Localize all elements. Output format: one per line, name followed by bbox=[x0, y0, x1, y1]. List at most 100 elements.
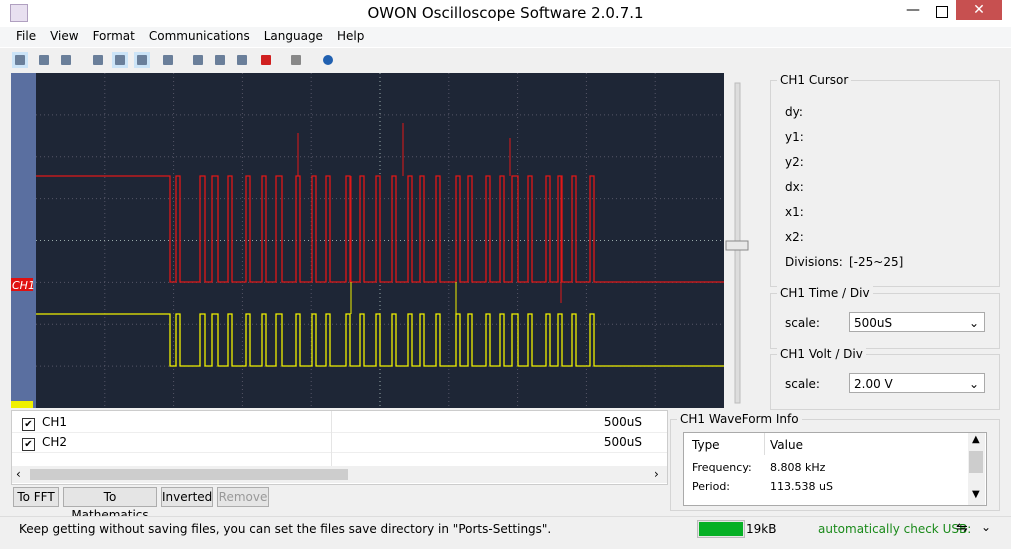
icon bbox=[15, 55, 25, 65]
horizontal-scrollbar[interactable]: ‹ › bbox=[12, 466, 667, 483]
usb-status: automatically check USB: bbox=[818, 522, 972, 536]
title-bar: OWON Oscilloscope Software 2.0.7.1 — ✕ bbox=[0, 0, 1011, 26]
menu-item[interactable]: Communications bbox=[148, 29, 250, 43]
ch2-marker bbox=[11, 401, 33, 408]
maximize-button[interactable] bbox=[936, 6, 948, 18]
toolbar-button[interactable] bbox=[258, 52, 274, 68]
usb-dropdown[interactable]: ⌄ bbox=[981, 520, 992, 534]
group-title: CH1 Cursor bbox=[777, 73, 852, 87]
minimize-button[interactable]: — bbox=[906, 2, 920, 18]
menu-item[interactable]: Format bbox=[92, 29, 135, 43]
toolbar-button[interactable] bbox=[212, 52, 228, 68]
combo-value: 2.00 V bbox=[854, 377, 893, 391]
row-separator bbox=[12, 432, 667, 433]
channel-strip bbox=[11, 73, 36, 408]
column-separator bbox=[331, 411, 332, 466]
buffer-size: 19kB bbox=[746, 522, 777, 536]
info-table: Type Value Frequency: 8.808 kHz Period: 113.5… bbox=[683, 432, 987, 506]
toolbar-button[interactable] bbox=[320, 52, 336, 68]
icon bbox=[39, 55, 49, 65]
action-button[interactable]: Inverted bbox=[161, 487, 213, 507]
info-type: Frequency: bbox=[692, 461, 752, 474]
time-div-group: CH1 Time / Div scale: 500uS ⌄ bbox=[770, 286, 1000, 349]
icon bbox=[61, 55, 71, 65]
waveform bbox=[36, 175, 724, 283]
cursor-label: Divisions: bbox=[785, 255, 843, 269]
cursor-label: dx: bbox=[785, 180, 804, 194]
close-button[interactable]: ✕ bbox=[956, 0, 1002, 20]
channel-timebase: 500uS bbox=[603, 415, 642, 429]
combo-value: 500uS bbox=[854, 316, 893, 330]
channel-list: ✔ CH1 500uS ✔ CH2 500uS ‹ › bbox=[11, 410, 668, 485]
scroll-thumb[interactable] bbox=[969, 451, 983, 473]
label: scale: bbox=[785, 316, 820, 330]
cursor-label: x1: bbox=[785, 205, 804, 219]
toolbar bbox=[0, 48, 1011, 72]
info-value: 8.808 kHz bbox=[770, 461, 826, 474]
group-title: CH1 Time / Div bbox=[777, 286, 873, 300]
icon bbox=[291, 55, 301, 65]
cursor-label: y1: bbox=[785, 130, 804, 144]
volt-div-combo[interactable]: 2.00 V ⌄ bbox=[849, 373, 985, 393]
icon bbox=[115, 55, 125, 65]
group-title: CH1 Volt / Div bbox=[777, 347, 866, 361]
toolbar-button[interactable] bbox=[112, 52, 128, 68]
ch1-marker bbox=[11, 278, 33, 291]
menu-item[interactable]: Help bbox=[336, 29, 365, 43]
action-button: Remove bbox=[217, 487, 269, 507]
app-icon bbox=[10, 4, 28, 22]
toolbar-button[interactable] bbox=[12, 52, 28, 68]
header-separator bbox=[764, 433, 765, 455]
time-div-combo[interactable]: 500uS ⌄ bbox=[849, 312, 985, 332]
row-separator bbox=[12, 452, 667, 453]
window-title: OWON Oscilloscope Software 2.0.7.1 bbox=[367, 4, 644, 22]
channel-checkbox[interactable]: ✔ bbox=[22, 418, 35, 431]
scope-display: CH1 bbox=[11, 73, 749, 408]
menu-item[interactable]: File bbox=[16, 29, 37, 43]
toolbar-button[interactable] bbox=[58, 52, 74, 68]
cursor-value: [-25~25] bbox=[849, 255, 904, 269]
icon bbox=[163, 55, 173, 65]
icon bbox=[137, 55, 147, 65]
group-title: CH1 WaveForm Info bbox=[677, 412, 802, 426]
status-message: Keep getting without saving files, you c… bbox=[19, 522, 552, 536]
icon bbox=[93, 55, 103, 65]
menu-bar: File View Format Communications Language Help bbox=[0, 27, 1011, 47]
waveform-info-group: CH1 WaveForm Info Type Value Frequency: 8.8… bbox=[670, 412, 1000, 511]
channel-name: CH1 bbox=[42, 415, 68, 429]
info-value: 113.538 uS bbox=[770, 480, 833, 493]
status-bar: Keep getting without saving files, you c… bbox=[0, 516, 1011, 549]
cursor-label: dy: bbox=[785, 105, 803, 119]
toolbar-button[interactable] bbox=[234, 52, 250, 68]
icon bbox=[237, 55, 247, 65]
toolbar-button[interactable] bbox=[288, 52, 304, 68]
cursor-group: CH1 Cursor dy: y1: y2: dx: x1: x2: Divisions: [… bbox=[770, 73, 1000, 287]
toolbar-button[interactable] bbox=[36, 52, 52, 68]
progress-bar bbox=[697, 520, 745, 538]
cursor-label: y2: bbox=[785, 155, 804, 169]
action-button[interactable]: To FFT bbox=[13, 487, 59, 507]
toolbar-button[interactable] bbox=[90, 52, 106, 68]
toolbar-button[interactable] bbox=[190, 52, 206, 68]
channel-checkbox[interactable]: ✔ bbox=[22, 438, 35, 451]
channel-timebase: 500uS bbox=[603, 435, 642, 449]
action-button[interactable]: To Mathematics bbox=[63, 487, 157, 522]
icon bbox=[323, 55, 333, 65]
usb-icon: ⇋ bbox=[956, 520, 968, 536]
column-header: Type bbox=[692, 438, 720, 452]
channel-name: CH2 bbox=[42, 435, 68, 449]
icon bbox=[215, 55, 225, 65]
icon bbox=[261, 55, 271, 65]
info-type: Period: bbox=[692, 480, 731, 493]
vertical-scrollbar[interactable]: ▲ ▼ bbox=[968, 433, 985, 505]
volt-div-group: CH1 Volt / Div scale: 2.00 V ⌄ bbox=[770, 347, 1000, 410]
column-header: Value bbox=[770, 438, 803, 452]
toolbar-button[interactable] bbox=[134, 52, 150, 68]
scroll-thumb[interactable] bbox=[30, 469, 348, 480]
menu-item[interactable]: View bbox=[50, 29, 79, 43]
menu-item[interactable]: Language bbox=[263, 29, 323, 43]
toolbar-button[interactable] bbox=[160, 52, 176, 68]
slider-thumb[interactable] bbox=[725, 240, 749, 251]
icon bbox=[193, 55, 203, 65]
